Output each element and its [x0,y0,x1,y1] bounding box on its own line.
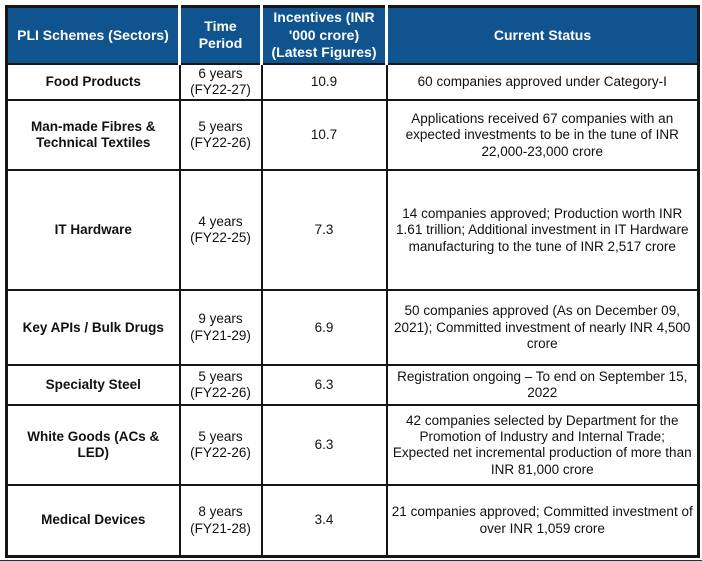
status-cell: 42 companies selected by Department for … [385,404,700,487]
status-cell: Applications received 67 companies with … [385,99,700,172]
incentives-cell: 3.4 [260,484,388,558]
status-cell: 21 companies approved; Committed investm… [385,484,700,558]
sector-cell: IT Hardware [5,169,181,292]
incentives-cell: 7.3 [260,169,388,292]
time-period-cell: 9 years (FY21-29) [178,289,263,367]
incentives-cell: 6.3 [260,364,388,407]
status-cell: Registration ongoing – To end on Septemb… [385,364,700,407]
status-cell: 14 companies approved; Production worth … [385,169,700,292]
table-row-man-made-fibres: Man-made Fibres & Technical Textiles 5 y… [5,99,700,172]
sector-cell: Food Products [5,62,181,102]
status-cell: 60 companies approved under Category-I [385,62,700,102]
sector-cell: Medical Devices [5,484,181,558]
time-period-cell: 6 years (FY22-27) [178,62,263,102]
header-time-period: Time Period [178,5,263,65]
header-sectors: PLI Schemes (Sectors) [5,5,181,65]
header-incentives: Incentives (INR '000 crore) (Latest Figu… [260,5,388,65]
header-row: PLI Schemes (Sectors) Time Period Incent… [5,5,700,65]
table-row-it-hardware: IT Hardware 4 years (FY22-25) 7.3 14 com… [5,169,700,292]
table-row-food-products: Food Products 6 years (FY22-27) 10.9 60 … [5,62,700,102]
table-row-white-goods: White Goods (ACs & LED) 5 years (FY22-26… [5,404,700,487]
time-period-cell: 4 years (FY22-25) [178,169,263,292]
incentives-cell: 6.3 [260,404,388,487]
bottom-edge-bar [0,559,702,561]
time-period-cell: 5 years (FY22-26) [178,99,263,172]
table-row-specialty-steel: Specialty Steel 5 years (FY22-26) 6.3 Re… [5,364,700,407]
time-period-cell: 8 years (FY21-28) [178,484,263,558]
table-row-key-apis-bulk-drugs: Key APIs / Bulk Drugs 9 years (FY21-29) … [5,289,700,367]
table-row-medical-devices: Medical Devices 8 years (FY21-28) 3.4 21… [5,484,700,558]
incentives-cell: 6.9 [260,289,388,367]
incentives-cell: 10.7 [260,99,388,172]
sector-cell: Key APIs / Bulk Drugs [5,289,181,367]
sector-cell: Man-made Fibres & Technical Textiles [5,99,181,172]
pli-schemes-table: PLI Schemes (Sectors) Time Period Incent… [5,5,700,558]
sector-cell: White Goods (ACs & LED) [5,404,181,487]
status-cell: 50 companies approved (As on December 09… [385,289,700,367]
header-current-status: Current Status [385,5,700,65]
sector-cell: Specialty Steel [5,364,181,407]
time-period-cell: 5 years (FY22-26) [178,404,263,487]
incentives-cell: 10.9 [260,62,388,102]
time-period-cell: 5 years (FY22-26) [178,364,263,407]
